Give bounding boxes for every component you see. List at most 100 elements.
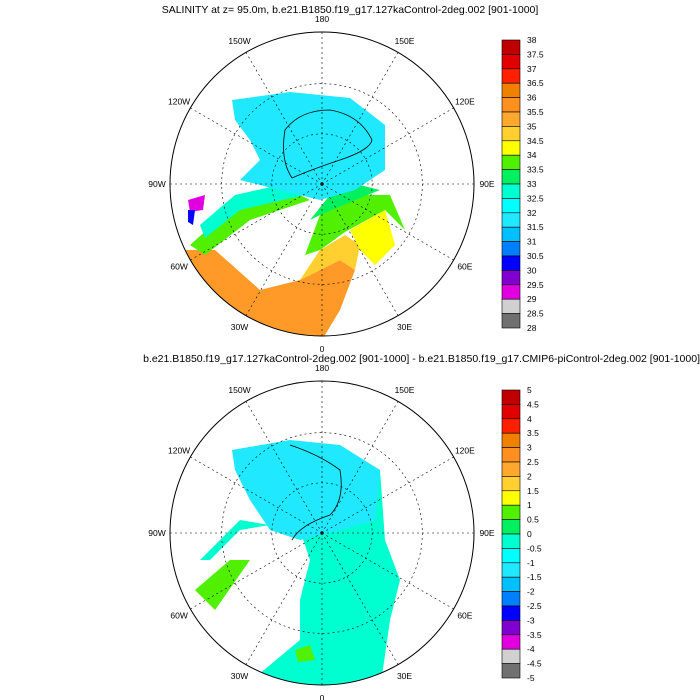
colorbar-label: 31.5 — [527, 222, 544, 232]
colorbar-swatch — [501, 648, 521, 664]
meridian-line — [245, 401, 323, 534]
colorbar-swatch — [501, 490, 521, 506]
colorbar-swatch — [501, 111, 521, 127]
colorbar-label: 0 — [527, 529, 532, 539]
colorbar-swatch — [501, 313, 521, 329]
longitude-label: 120E — [455, 446, 475, 456]
longitude-label: 180 — [315, 363, 329, 373]
longitude-label: 60E — [457, 262, 472, 272]
colorbar-swatch — [501, 183, 521, 199]
colorbar-swatch — [501, 418, 521, 434]
colorbar-swatch — [501, 198, 521, 214]
meridian-line — [321, 401, 399, 534]
colorbar-swatch — [501, 519, 521, 535]
graticule — [170, 32, 474, 336]
colorbar-swatch — [501, 54, 521, 70]
colorbar-swatch — [501, 82, 521, 98]
colorbar-label: 3.5 — [527, 428, 539, 438]
longitude-label: 30W — [231, 322, 248, 332]
colorbar-swatch — [501, 212, 521, 228]
colorbar-label: 34.5 — [527, 136, 544, 146]
colorbar-label: 2.5 — [527, 457, 539, 467]
field-blue — [188, 210, 195, 225]
colorbar-label: 33.5 — [527, 165, 544, 175]
longitude-label: 120E — [455, 97, 475, 107]
field-yellow — [350, 210, 395, 265]
field-green-west — [190, 195, 310, 255]
colorbar-label: 33 — [527, 179, 537, 189]
longitude-label: 180 — [315, 14, 329, 24]
colorbar-label: 30.5 — [527, 251, 544, 261]
colorbar-swatch — [501, 154, 521, 170]
colorbar-swatch — [501, 255, 521, 271]
colorbar-label: 5 — [527, 385, 532, 395]
longitude-label: 120W — [168, 97, 190, 107]
meridian-line — [190, 107, 323, 185]
meridian-line — [321, 532, 454, 610]
longitude-label: 90W — [148, 528, 165, 538]
longitude-label: 90E — [479, 528, 494, 538]
meridian-line — [321, 456, 454, 534]
colorbar-swatch — [501, 432, 521, 448]
colorbar-label: -3.5 — [527, 630, 542, 640]
colorbar-label: 0.5 — [527, 515, 539, 525]
colorbar-label: 4 — [527, 414, 532, 424]
graticule — [170, 381, 474, 685]
colorbar-label: 28.5 — [527, 309, 544, 319]
colorbar-label: -2 — [527, 587, 535, 597]
colorbar-swatch — [501, 533, 521, 549]
colorbar-swatch — [501, 591, 521, 607]
panel-2-title: b.e21.B1850.f19_g17.127kaControl-2deg.00… — [143, 353, 700, 365]
longitude-label: 0 — [320, 693, 325, 700]
longitude-labels: 180 150E 120E 90E 60E 30E 0 30W 60W 90W 120W 150W — [148, 363, 495, 700]
colorbar-swatch — [501, 634, 521, 650]
colorbar-label: 36.5 — [527, 78, 544, 88]
colorbar-swatch — [501, 169, 521, 185]
meridian-line — [190, 532, 323, 610]
longitude-label: 60E — [457, 611, 472, 621]
longitude-label: 90E — [479, 179, 494, 189]
colorbar-swatch — [501, 504, 521, 520]
colorbar-label: -5 — [527, 673, 535, 683]
longitude-label: 60W — [170, 262, 187, 272]
meridian-line — [321, 107, 454, 185]
longitude-label: 120W — [168, 446, 190, 456]
longitude-label: 150W — [228, 385, 250, 395]
colorbar-swatch — [501, 476, 521, 492]
longitude-label: 150E — [395, 36, 415, 46]
colorbar-label: 34 — [527, 150, 537, 160]
meridian-line — [321, 183, 454, 261]
colorbar-swatch — [501, 270, 521, 286]
salinity-difference-map: 180 150E 120E 90E 60E 30E 0 30W 60W 90W 120W 150W — [148, 363, 495, 700]
field-springgreen — [310, 185, 380, 220]
colorbar-label: 2 — [527, 471, 532, 481]
colorbar-swatch — [501, 461, 521, 477]
meridian-line — [245, 52, 323, 185]
colorbar-swatch — [501, 97, 521, 113]
colorbar-label: 31 — [527, 237, 537, 247]
longitude-label: 30W — [231, 671, 248, 681]
colorbar-label: 4.5 — [527, 399, 539, 409]
field-green — [195, 560, 250, 610]
longitude-label: 150E — [395, 385, 415, 395]
colorbar-label: 36 — [527, 93, 537, 103]
colorbar-swatch — [501, 39, 521, 55]
longitude-labels: 180 150E 120E 90E 60E 30E 0 30W 60W 90W 120W 150W — [148, 14, 495, 354]
meridian-line — [321, 532, 399, 665]
longitude-label: 90W — [148, 179, 165, 189]
colorbar-label: -1.5 — [527, 572, 542, 582]
colorbar-label: 3 — [527, 443, 532, 453]
colorbar-label: 32.5 — [527, 193, 544, 203]
colorbar-swatch — [501, 284, 521, 300]
colorbar-swatch — [501, 576, 521, 592]
colorbar-swatch — [501, 140, 521, 156]
colorbar-label: 29 — [527, 294, 537, 304]
colorbar-label: -1 — [527, 558, 535, 568]
colorbar-swatch — [501, 68, 521, 84]
colorbar-label: 29.5 — [527, 280, 544, 290]
longitude-label: 30E — [397, 671, 412, 681]
meridian-line — [321, 183, 399, 316]
colorbar-swatch — [501, 226, 521, 242]
field-green-patch — [295, 645, 315, 662]
